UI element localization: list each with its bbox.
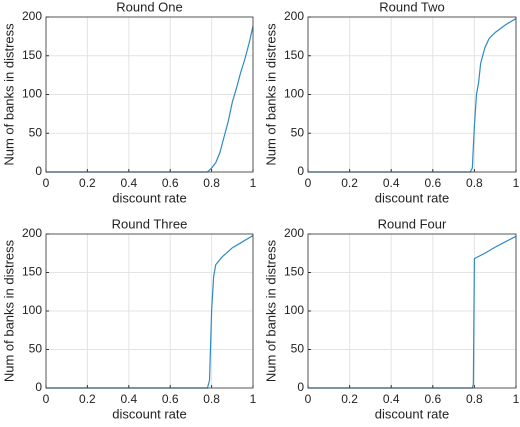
y-tick-label: 100 [22, 303, 42, 317]
x-tick-label: 0.2 [341, 392, 358, 406]
data-line [308, 18, 517, 173]
y-tick-label: 100 [22, 87, 42, 101]
x-tick-label: 0.6 [162, 392, 179, 406]
y-tick-label: 50 [291, 125, 305, 139]
x-tick-label: 0 [305, 392, 312, 406]
x-tick-label: 0.4 [383, 176, 400, 190]
y-axis-label: Num of banks in distress [1, 23, 16, 166]
x-axis-label: discount rate [112, 190, 186, 205]
axes-box [307, 233, 517, 389]
y-tick-label: 50 [291, 342, 305, 356]
x-tick-label: 0.6 [162, 176, 179, 190]
y-tick-label: 50 [29, 342, 43, 356]
y-tick-label: 150 [284, 48, 304, 62]
y-axis-label: Num of banks in distress [1, 239, 16, 382]
data-line [46, 26, 254, 173]
x-axis-label: discount rate [375, 190, 449, 205]
x-tick-label: 0.4 [383, 392, 400, 406]
y-tick-label: 150 [22, 48, 42, 62]
x-tick-label: 0.8 [466, 392, 483, 406]
x-tick-label: 1 [250, 392, 257, 406]
y-axis-label: Num of banks in distress [263, 23, 278, 166]
x-tick-label: 0.8 [203, 176, 220, 190]
y-tick-label: 0 [35, 380, 42, 394]
x-tick-label: 0.2 [79, 176, 96, 190]
x-tick-label: 0.2 [79, 392, 96, 406]
x-tick-label: 0 [43, 392, 50, 406]
data-line [308, 235, 517, 389]
y-tick-label: 0 [297, 164, 304, 178]
chart-title: Round Three [112, 216, 188, 231]
y-tick-label: 200 [22, 9, 42, 23]
y-tick-label: 100 [284, 87, 304, 101]
x-tick-label: 0.6 [424, 392, 441, 406]
x-tick-label: 0.4 [120, 392, 137, 406]
x-axis-label: discount rate [112, 406, 186, 421]
chart-title: Round Two [379, 0, 445, 14]
x-tick-label: 1 [513, 176, 520, 190]
y-tick-label: 200 [22, 226, 42, 240]
x-tick-label: 0.8 [466, 176, 483, 190]
x-tick-label: 0 [43, 176, 50, 190]
y-tick-label: 150 [284, 265, 304, 279]
y-tick-label: 200 [284, 9, 304, 23]
axes-box [45, 16, 254, 173]
x-tick-label: 0.4 [120, 176, 137, 190]
y-tick-label: 150 [22, 265, 42, 279]
chart-title: Round One [116, 0, 183, 14]
chart-title: Round Four [378, 216, 447, 231]
data-line [46, 235, 254, 389]
x-axis-label: discount rate [375, 406, 449, 421]
x-tick-label: 0.2 [341, 176, 358, 190]
y-tick-label: 200 [284, 226, 304, 240]
axes-box [307, 16, 517, 173]
x-tick-label: 0.8 [203, 392, 220, 406]
x-tick-label: 1 [250, 176, 257, 190]
y-tick-label: 100 [284, 303, 304, 317]
x-tick-label: 0 [305, 176, 312, 190]
x-tick-label: 0.6 [424, 176, 441, 190]
y-tick-label: 50 [29, 125, 43, 139]
y-tick-label: 0 [297, 380, 304, 394]
y-tick-label: 0 [35, 164, 42, 178]
x-tick-label: 1 [513, 392, 520, 406]
axes-box [45, 233, 254, 389]
y-axis-label: Num of banks in distress [263, 239, 278, 382]
